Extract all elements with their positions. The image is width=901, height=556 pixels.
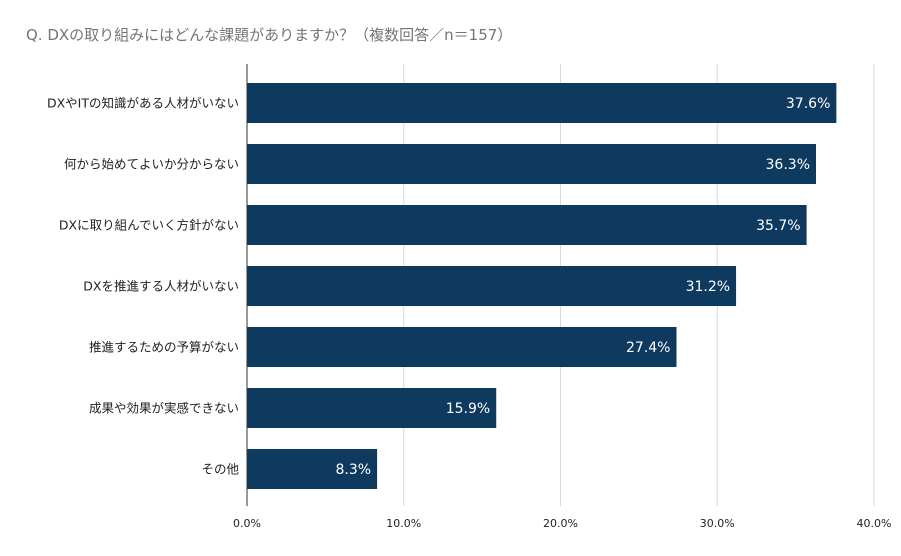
bar	[247, 205, 807, 245]
data-label: 36.3%	[766, 157, 810, 173]
bar	[247, 327, 677, 367]
x-tick-labels: 0.0% 10.0% 20.0% 30.0% 40.0%	[233, 517, 891, 530]
data-labels: 37.6% 36.3% 35.7% 31.2% 27.4% 15.9% 8.3%	[336, 96, 831, 478]
x-tick-label: 40.0%	[857, 517, 892, 530]
bar	[247, 388, 497, 428]
bar	[247, 266, 737, 306]
chart-title: Q. DXの取り組みにはどんな課題がありますか？（複数回答／n＝157）	[26, 26, 513, 44]
category-label: 成果や効果が実感できない	[89, 401, 239, 416]
data-label: 37.6%	[786, 96, 830, 112]
data-label: 8.3%	[336, 462, 372, 478]
bar	[247, 83, 837, 123]
x-tick-label: 10.0%	[386, 517, 421, 530]
x-tick-label: 30.0%	[700, 517, 735, 530]
bars	[247, 83, 837, 489]
data-label: 15.9%	[446, 401, 490, 417]
category-label: DXに取り組んでいく方針がない	[59, 218, 239, 233]
data-label: 35.7%	[756, 218, 800, 234]
data-label: 27.4%	[626, 340, 670, 356]
category-label: その他	[201, 462, 239, 477]
data-label: 31.2%	[686, 279, 730, 295]
category-label: DXを推進する人材がいない	[83, 279, 239, 294]
category-label: 推進するための予算がない	[89, 340, 239, 355]
bar	[247, 144, 817, 184]
category-label: 何から始めてよいか分からない	[64, 157, 239, 172]
bar	[247, 449, 378, 489]
category-label: DXやITの知識がある人材がいない	[47, 96, 239, 111]
x-tick-label: 20.0%	[543, 517, 578, 530]
x-tick-label: 0.0%	[233, 517, 261, 530]
